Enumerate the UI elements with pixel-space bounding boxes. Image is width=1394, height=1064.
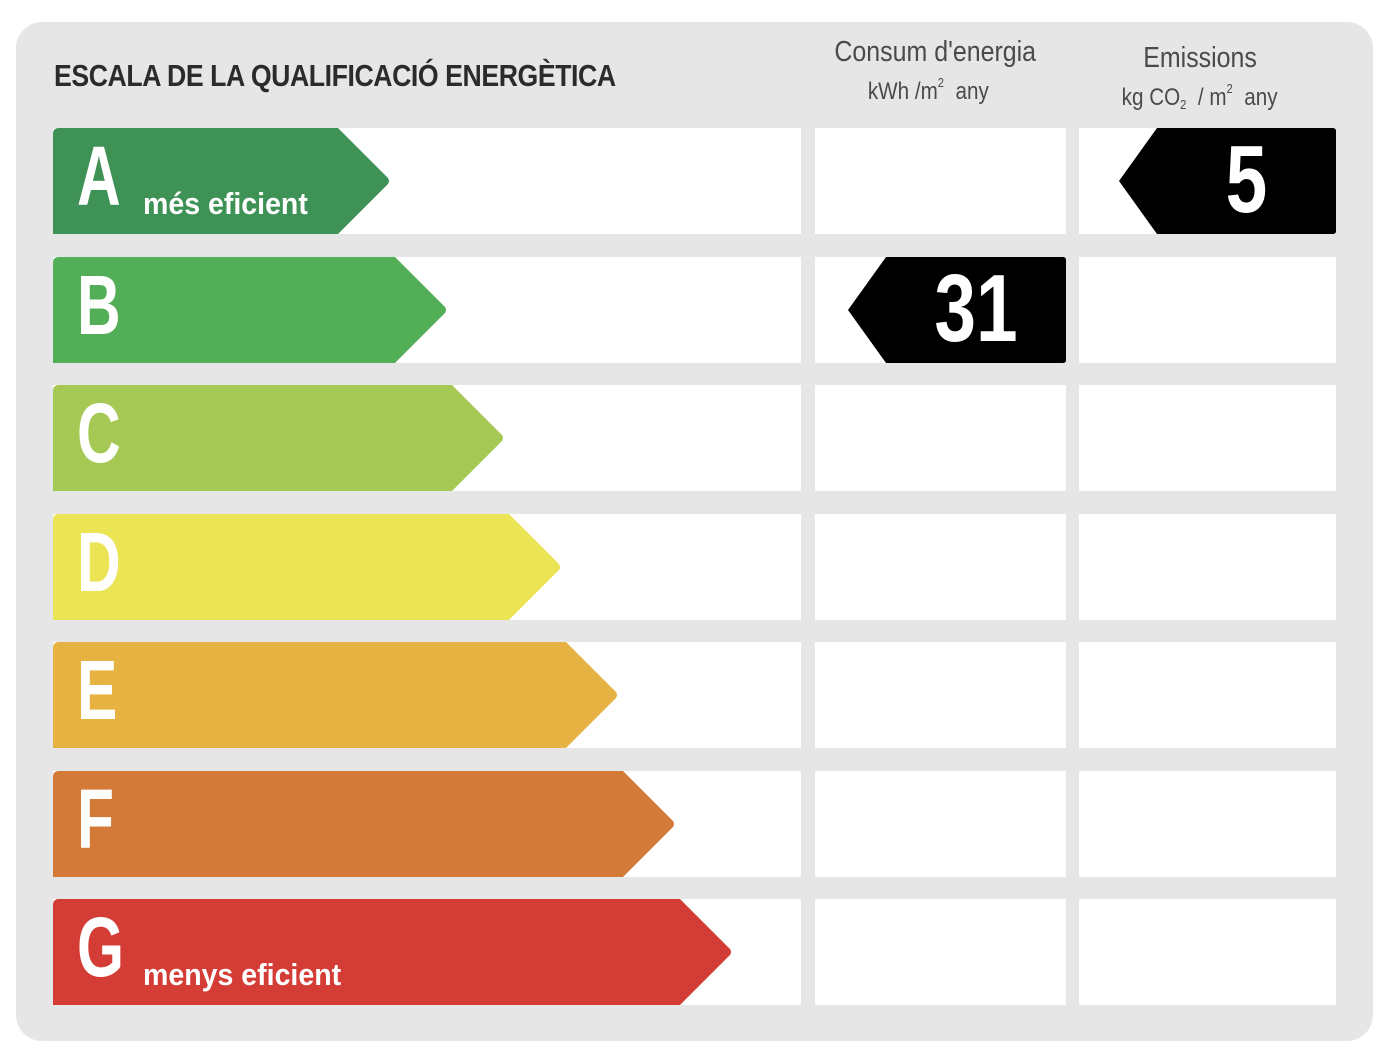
emissions-column-header: Emissions kg CO2 / m2 any [1090,42,1310,112]
emissions-cell [1079,514,1336,620]
energy-column-header: Consum d'energia kWh /m2 any [818,36,1038,106]
emissions-cell [1079,642,1336,748]
energy-column-unit: kWh /m2 any [867,75,989,105]
rating-arrow-a [53,128,389,234]
energy-cell [815,514,1066,620]
energy-rating-marker-value: 31 [934,255,1018,362]
rating-arrow-c [53,385,503,491]
emissions-column-unit: kg CO2 / m2 any [1122,81,1278,112]
rating-sub-label: menys eficient [143,957,342,992]
emissions-rating-marker: 5 [1119,128,1336,234]
energy-cell [815,128,1066,234]
energy-cell [815,642,1066,748]
energy-rating-marker: 31 [848,257,1066,363]
emissions-cell [1079,257,1336,363]
rating-letter: F [77,772,114,866]
energy-cell [815,385,1066,491]
rating-letter: E [77,643,118,737]
rating-letter: A [77,129,121,223]
emissions-rating-marker-value: 5 [1225,126,1268,233]
energy-cell [815,899,1066,1005]
emissions-cell [1079,385,1336,491]
emissions-cell [1079,899,1336,1005]
emissions-cell [1079,771,1336,877]
rating-letter: B [77,258,121,352]
rating-sub-label: més eficient [143,186,308,221]
rating-arrow-e [53,642,617,748]
scale-title: ESCALA DE LA QUALIFICACIÓ ENERGÈTICA [54,58,616,93]
rating-letter: C [77,386,121,480]
energy-column-label: Consum d'energia [834,36,1037,68]
rating-arrow-d [53,514,560,620]
energy-cell [815,771,1066,877]
rating-arrow-b [53,257,446,363]
rating-letter: G [77,900,125,994]
rating-letter: D [77,515,121,609]
emissions-column-label: Emissions [1143,42,1257,74]
rating-arrow-f [53,771,674,877]
rating-arrow-g [53,899,731,1005]
